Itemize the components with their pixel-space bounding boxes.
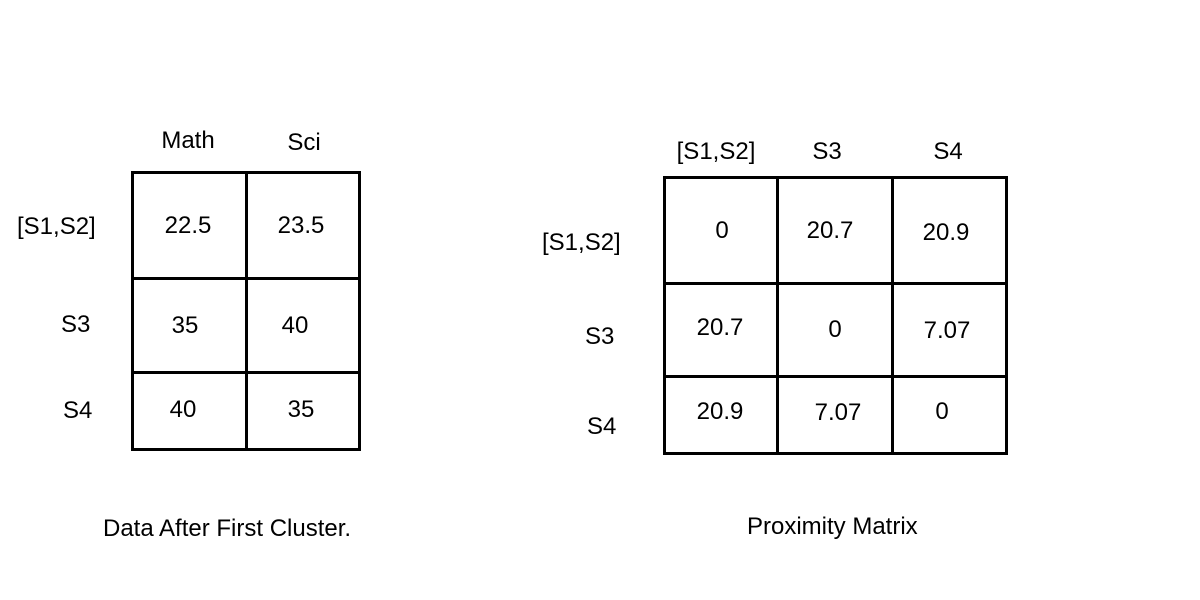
- proximity-matrix-grid: [663, 176, 1008, 455]
- matrix-cell: 20.7: [696, 314, 744, 341]
- matrix-cell: 7.07: [814, 399, 862, 426]
- row-label-s1s2: [S1,S2]: [542, 229, 621, 256]
- caption-data-table: Data After First Cluster.: [103, 515, 352, 542]
- grid-line: [245, 171, 248, 451]
- grid-line: [776, 176, 779, 455]
- table-cell: 40: [281, 312, 309, 339]
- table-cell: 23.5: [277, 212, 325, 239]
- matrix-cell: 0: [935, 398, 949, 425]
- matrix-cell: 20.9: [696, 398, 744, 425]
- col-header-s3: S3: [812, 138, 842, 165]
- row-label-s3: S3: [585, 323, 615, 350]
- table-cell: 40: [169, 396, 197, 423]
- matrix-cell: 20.7: [806, 217, 854, 244]
- matrix-cell: 0: [828, 316, 842, 343]
- col-header-math: Math: [161, 127, 215, 154]
- row-label-s3: S3: [61, 311, 91, 338]
- matrix-cell: 20.9: [922, 219, 970, 246]
- table-cell: 35: [171, 312, 199, 339]
- grid-line: [131, 371, 361, 374]
- grid-line: [891, 176, 894, 455]
- matrix-cell: 7.07: [923, 317, 971, 344]
- grid-line: [131, 277, 361, 280]
- caption-proximity-matrix: Proximity Matrix: [747, 513, 918, 540]
- col-header-s4: S4: [933, 138, 963, 165]
- row-label-s1s2: [S1,S2]: [17, 213, 96, 240]
- table-cell: 35: [287, 396, 315, 423]
- row-label-s4: S4: [587, 413, 617, 440]
- row-label-s4: S4: [63, 397, 93, 424]
- col-header-sci: Sci: [287, 129, 321, 156]
- table-cell: 22.5: [164, 212, 212, 239]
- grid-line: [663, 375, 1008, 378]
- grid-line: [663, 282, 1008, 285]
- col-header-s1s2: [S1,S2]: [676, 138, 756, 165]
- matrix-cell: 0: [715, 217, 729, 244]
